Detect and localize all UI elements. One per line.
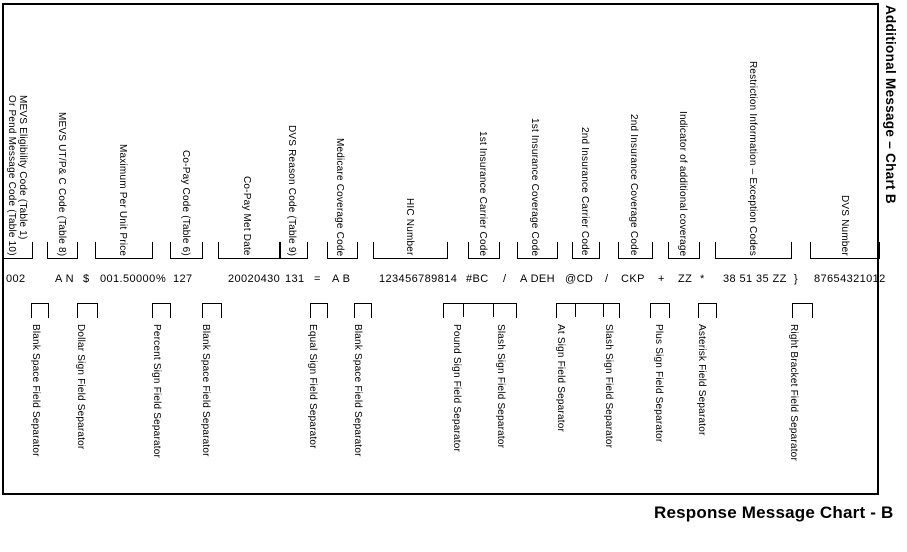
field-label-dvs-reason-code: DVS Reason Code (Table 9) (286, 124, 297, 256)
field-label-first-carrier-code: 1st Insurance Carrier Code (477, 130, 488, 256)
separator-label-percent: Percent Sign Field Separator (151, 324, 162, 459)
separator-bracket-asterisk (698, 303, 717, 318)
second-carrier-code-value: @CD (565, 273, 594, 285)
bracket-tick (463, 304, 464, 317)
field-label-copay-met-date: Co-Pay Met Date (241, 176, 252, 256)
side-title: Additional Message – Chart B (883, 5, 898, 204)
copay-code-value: 127 (173, 273, 193, 285)
separator-label-asterisk: Asterisk Field Separator (696, 324, 707, 436)
bracket-tick (603, 304, 604, 317)
separator-label-equal: Equal Sign Field Separator (307, 324, 318, 449)
first-coverage-code-value: A DEH (520, 273, 556, 285)
asterisk-separator-value: * (700, 273, 705, 285)
field-bracket-utpc-code (47, 242, 78, 259)
medicare-coverage-code-value: A B (332, 273, 351, 285)
separator-label-plus: Plus Sign Field Separator (653, 324, 664, 443)
field-label-copay-code: Co-Pay Code (Table 6) (180, 150, 191, 256)
field-label-additional-coverage-indicator: Indicator of additional coverage (677, 110, 688, 256)
separator-bracket-at-slash (556, 303, 620, 318)
field-label-max-per-unit-price: Maximum Per Unit Price (117, 143, 128, 256)
separator-label-right-bracket: Right Bracket Field Separator (788, 324, 799, 461)
separator-label-blank-2: Blank Space Field Separator (200, 324, 211, 457)
first-carrier-code-value: #BC (466, 273, 489, 285)
field-bracket-second-carrier-code (572, 242, 600, 259)
slash-separator-2-value: / (605, 273, 609, 285)
separator-bracket-equal (310, 303, 328, 318)
separator-label-at: At Sign Field Separator (555, 324, 566, 432)
field-label-hic-number: HIC Number (404, 198, 415, 256)
field-bracket-medicare-coverage (327, 242, 358, 259)
second-coverage-code-value: CKP (621, 273, 645, 285)
field-bracket-first-carrier-code (468, 242, 500, 259)
field-label-utpc-code: MEVS UT/P& C Code (Table 8) (56, 111, 67, 256)
right-bracket-separator-value: } (794, 273, 799, 285)
field-label-first-coverage-code: 1st Insurance Coverage Code (529, 117, 540, 256)
separator-bracket-plus (650, 303, 670, 318)
field-bracket-first-coverage-code (517, 242, 558, 259)
restriction-exception-codes-value: 38 51 35 ZZ (723, 273, 787, 285)
separator-label-pound: Pound Sign Field Separator (451, 324, 462, 453)
field-label-restriction-info: Restriction Information – Exception Code… (747, 61, 758, 256)
separator-bracket-blank-1 (31, 303, 49, 318)
dvs-reason-code-value: 131 (285, 273, 305, 285)
field-label-second-coverage-code: 2nd Insurance Coverage Code (628, 114, 639, 256)
field-bracket-copay-met-date (218, 242, 280, 259)
separator-label-dollar: Dollar Sign Field Separator (75, 324, 86, 450)
field-bracket-restriction-info (715, 242, 792, 259)
eligibility-code-value: 002 (6, 273, 26, 285)
field-bracket-max-per-unit-price (95, 242, 153, 259)
max-per-unit-price-value: 001.50000 (100, 273, 156, 285)
field-bracket-eligibility (2, 242, 33, 259)
chart-border (2, 3, 879, 495)
separator-bracket-right-bracket (792, 303, 813, 318)
additional-coverage-indicator-value: ZZ (678, 273, 693, 285)
utpc-code-value: A N (55, 273, 74, 285)
separator-label-blank-1: Blank Space Field Separator (30, 324, 41, 457)
separator-bracket-pound-slash (443, 303, 517, 318)
separator-bracket-blank-2 (202, 303, 222, 318)
slash-separator-1-value: / (503, 273, 507, 285)
bottom-title: Response Message Chart - B (654, 503, 894, 522)
separator-bracket-dollar (77, 303, 98, 318)
dvs-number-value: 87654321012 (814, 273, 886, 285)
field-label-second-carrier-code: 2nd Insurance Carrier Code (579, 127, 590, 256)
field-label-eligibility-or-pend: MEVS Eligibility Code (Table 1) Or Pend … (6, 95, 28, 256)
field-bracket-second-coverage-code (618, 242, 653, 259)
field-label-medicare-coverage: Medicare Coverage Code (334, 137, 345, 256)
field-bracket-dvs-reason-code (280, 242, 308, 259)
separator-label-slash-2: Slash Sign Field Separator (603, 324, 614, 449)
equal-separator-value: = (314, 273, 321, 285)
dollar-separator-value: $ (83, 273, 90, 285)
percent-separator-value: % (156, 273, 167, 285)
bracket-tick (575, 304, 576, 317)
field-bracket-dvs-number (810, 242, 880, 259)
copay-met-date-value: 20020430 (228, 273, 281, 285)
separator-label-slash-1: Slash Sign Field Separator (495, 324, 506, 449)
separator-label-blank-3: Blank Space Field Separator (352, 324, 363, 457)
field-label-dvs-number: DVS Number (839, 195, 850, 256)
plus-separator-value: + (658, 273, 665, 285)
bracket-tick (493, 304, 494, 317)
field-bracket-hic-number (373, 242, 448, 259)
hic-number-value: 123456789814 (379, 273, 458, 285)
separator-bracket-blank-3 (354, 303, 372, 318)
field-bracket-copay-code (170, 242, 203, 259)
separator-bracket-percent (152, 303, 171, 318)
field-bracket-additional-coverage-indicator (668, 242, 700, 259)
